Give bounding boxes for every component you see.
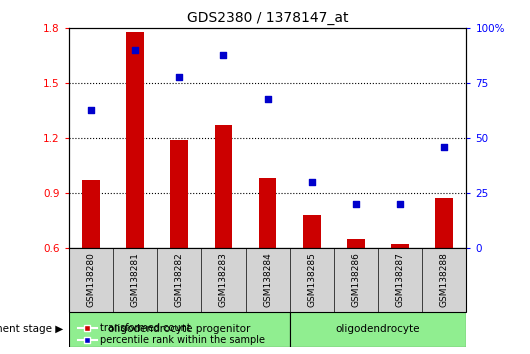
Bar xyxy=(126,32,144,248)
Text: GSM138280: GSM138280 xyxy=(86,252,95,307)
Text: GSM138285: GSM138285 xyxy=(307,252,316,307)
Bar xyxy=(259,178,277,248)
Text: development stage ▶: development stage ▶ xyxy=(0,324,64,334)
Point xyxy=(219,52,228,57)
Bar xyxy=(171,140,188,248)
Point xyxy=(131,47,139,53)
Text: oligodendrocyte: oligodendrocyte xyxy=(336,324,420,334)
Bar xyxy=(82,180,100,248)
Text: GSM138283: GSM138283 xyxy=(219,252,228,307)
Bar xyxy=(303,215,321,248)
Point xyxy=(175,74,183,79)
Bar xyxy=(347,239,365,248)
Bar xyxy=(215,125,232,248)
Bar xyxy=(69,312,290,347)
Text: GSM138284: GSM138284 xyxy=(263,252,272,307)
Point xyxy=(263,96,272,101)
Bar xyxy=(290,312,466,347)
Text: GSM138286: GSM138286 xyxy=(351,252,360,307)
Text: GSM138281: GSM138281 xyxy=(131,252,139,307)
Text: GSM138288: GSM138288 xyxy=(440,252,449,307)
Bar xyxy=(436,198,453,248)
Title: GDS2380 / 1378147_at: GDS2380 / 1378147_at xyxy=(187,11,348,24)
Text: GSM138282: GSM138282 xyxy=(175,252,184,307)
Legend: transformed count, percentile rank within the sample: transformed count, percentile rank withi… xyxy=(74,319,269,349)
Bar xyxy=(391,244,409,248)
Point xyxy=(87,107,95,112)
Point xyxy=(440,144,448,150)
Point xyxy=(352,201,360,207)
Point xyxy=(396,201,404,207)
Text: GSM138287: GSM138287 xyxy=(396,252,404,307)
Text: oligodendrocyte progenitor: oligodendrocyte progenitor xyxy=(108,324,251,334)
Point xyxy=(307,179,316,185)
